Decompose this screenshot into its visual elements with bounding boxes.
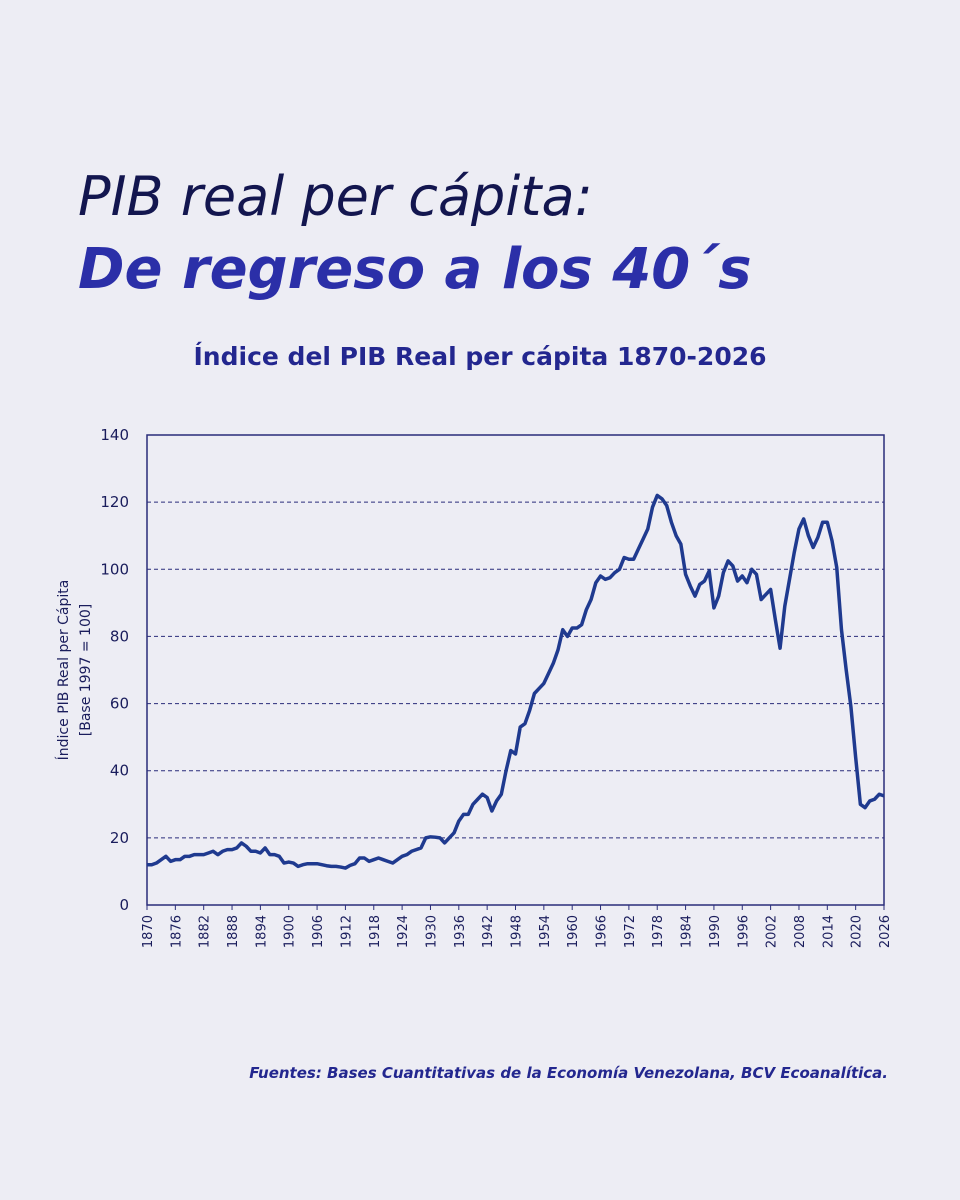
plot-frame: [146, 434, 885, 906]
x-tick-label: 1906: [311, 915, 326, 948]
x-tick-label: 1984: [680, 915, 695, 948]
x-tick-label: 1966: [595, 915, 610, 948]
y-tick-label: 60: [110, 695, 129, 713]
x-tick-label: 1978: [651, 915, 666, 948]
x-tick-label: 2020: [850, 915, 865, 948]
data-line: [147, 493, 885, 870]
x-tick-label: 2026: [878, 915, 893, 948]
x-tick-label: 1960: [566, 915, 581, 948]
x-tick-label: 1918: [368, 915, 383, 948]
x-tick-label: 1894: [254, 915, 269, 948]
y-axis-label: [Base 1997 = 100]: [78, 604, 94, 736]
x-tick-label: 2014: [821, 915, 836, 948]
x-tick-label: 1954: [538, 915, 553, 948]
x-tick-label: 1882: [198, 915, 213, 948]
title-line-1: PIB real per cápita:: [78, 165, 593, 228]
x-tick-label: 1876: [169, 915, 184, 948]
x-tick-label: 1912: [339, 915, 354, 948]
y-tick-label: 0: [119, 896, 129, 914]
x-tick-label: 1930: [424, 915, 439, 948]
x-tick-label: 1948: [510, 915, 525, 948]
x-tick-label: 1888: [226, 915, 241, 948]
x-tick-label: 2008: [793, 915, 808, 948]
y-tick-label: 20: [110, 829, 129, 847]
y-tick-label: 40: [110, 762, 129, 780]
y-tick-label: 80: [110, 627, 129, 645]
x-tick-label: 1936: [453, 915, 468, 948]
x-tick-label: 1924: [396, 915, 411, 948]
y-tick-label: 100: [100, 560, 129, 578]
title-line-2: De regreso a los 40´s: [78, 237, 752, 302]
x-tick-label: 2002: [765, 915, 780, 948]
x-tick-label: 1972: [623, 915, 638, 948]
chart-title: Índice del PIB Real per cápita 1870-2026: [194, 342, 767, 371]
x-tick-label: 1870: [141, 915, 156, 948]
x-tick-label: 1990: [708, 915, 723, 948]
x-tick-label: 1900: [283, 915, 298, 948]
x-tick-label: 1942: [481, 915, 496, 948]
y-axis-label: Índice PIB Real per Cápita: [55, 580, 72, 761]
y-tick-label: 140: [100, 426, 129, 444]
y-tick-label: 120: [100, 493, 129, 511]
source: Fuentes: Bases Cuantitativas de la Econo…: [249, 1064, 888, 1082]
x-tick-label: 1996: [736, 915, 751, 948]
